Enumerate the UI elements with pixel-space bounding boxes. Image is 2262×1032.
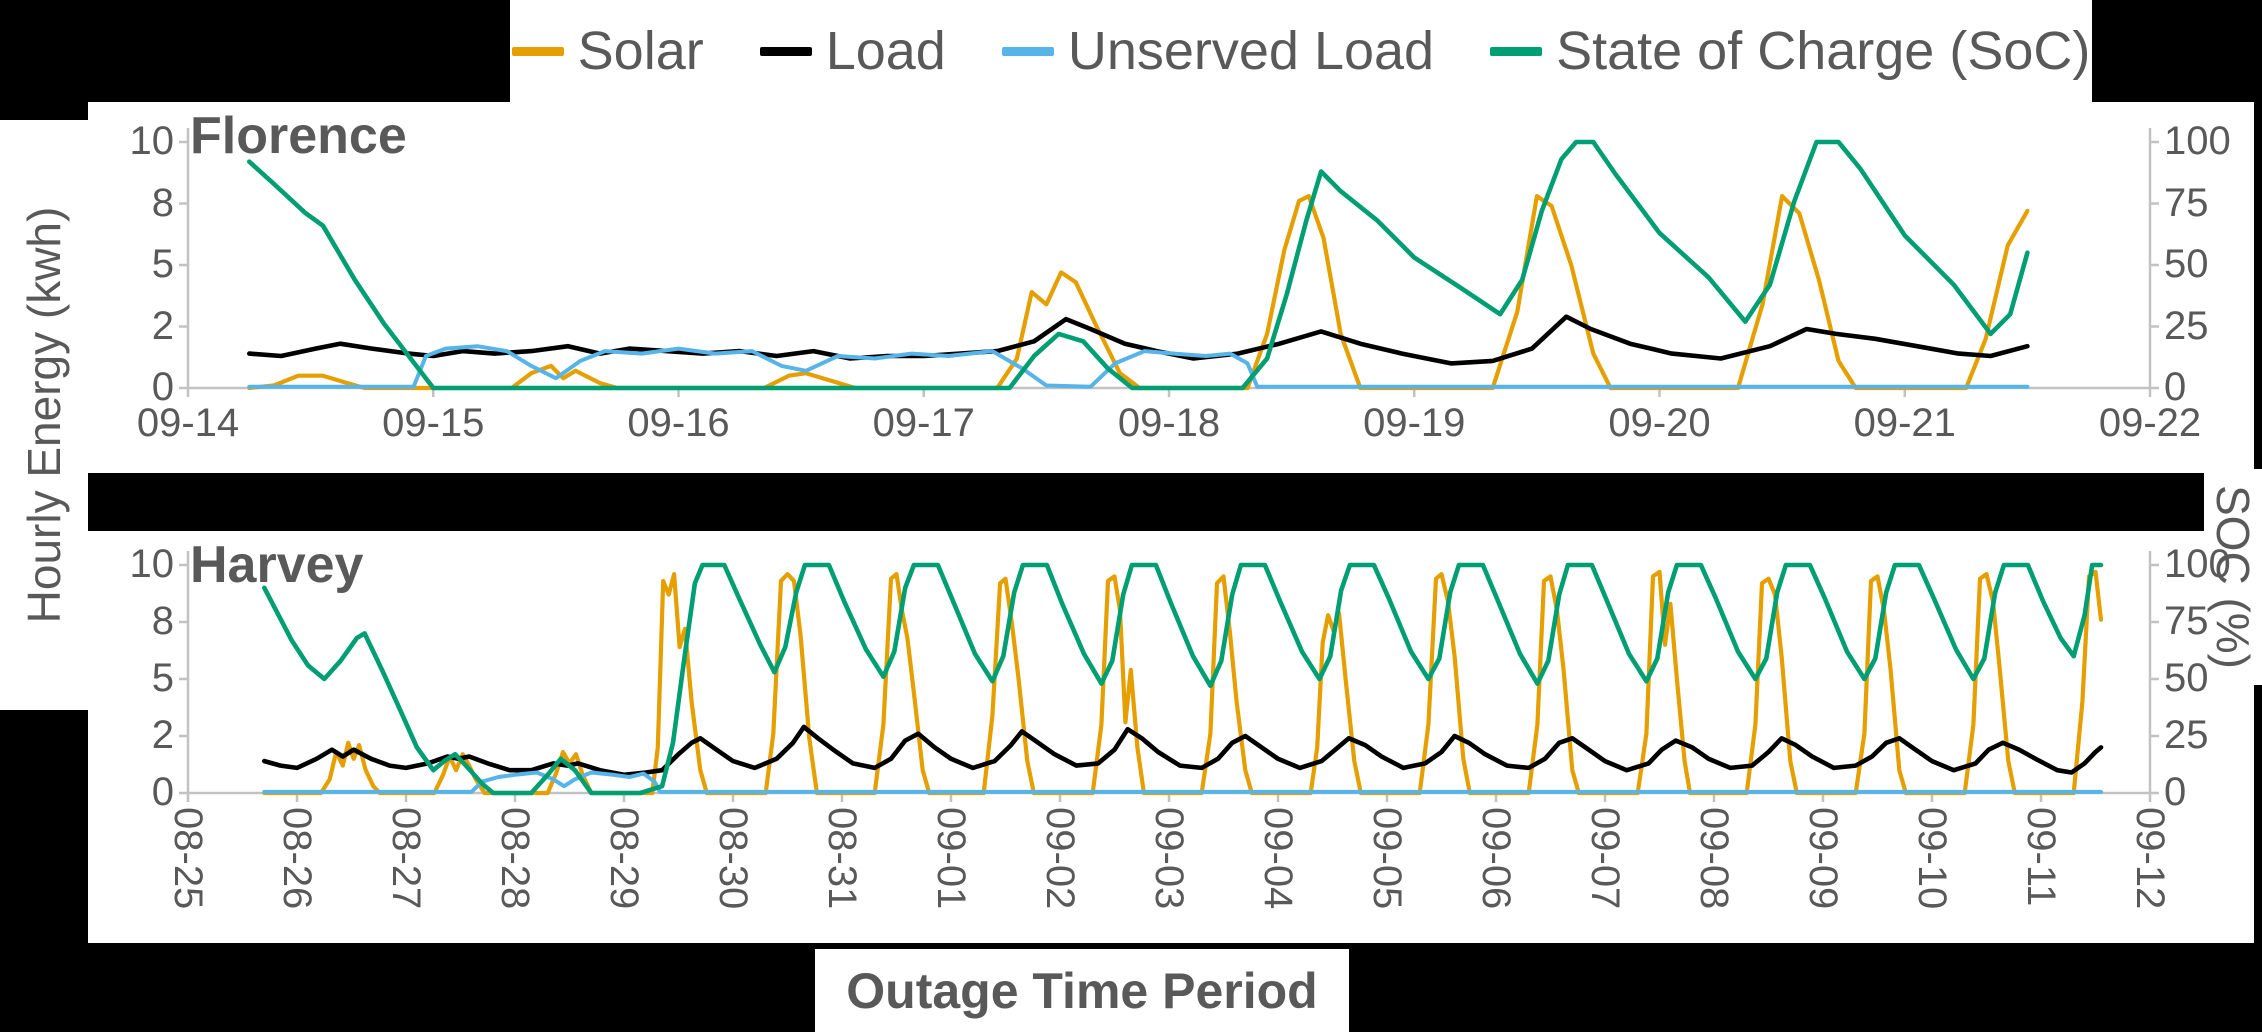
florence-x-tick-label: 09-22 <box>2098 401 2202 445</box>
right-axis-label-strip: SOC (%) <box>2204 469 2262 685</box>
florence-right-tick-label: 50 <box>2164 242 2209 286</box>
florence-x-tick-label: 09-19 <box>1363 401 1466 445</box>
florence-right-tick-label: 75 <box>2164 180 2209 225</box>
florence-series-load <box>247 314 2030 366</box>
florence-x-tick-label: 09-14 <box>136 401 240 445</box>
harvey-series-unserved <box>262 770 2103 794</box>
florence-series-solar <box>247 193 2030 391</box>
solar-line-swatch-icon <box>511 46 564 56</box>
harvey-x-tick-label: 08-30 <box>711 807 755 910</box>
legend: Solar Load Unserved Load State of Charge… <box>510 0 2092 102</box>
legend-label-solar: Solar <box>577 21 704 81</box>
load-line-swatch-icon <box>759 46 812 56</box>
harvey-x-tick-label: 08-26 <box>275 807 319 910</box>
harvey-right-tick-label: 0 <box>2164 770 2187 814</box>
florence-series-unserved <box>247 344 2030 389</box>
harvey-x-tick-label: 09-02 <box>1038 807 1082 910</box>
harvey-plot <box>179 551 2159 802</box>
harvey-x-tick-label: 09-05 <box>1365 807 1409 910</box>
harvey-left-tick-label: 0 <box>151 770 174 814</box>
florence-left-tick-label: 8 <box>151 180 174 225</box>
harvey-left-tick-label: 8 <box>151 599 174 643</box>
harvey-x-tick-label: 09-12 <box>2128 807 2172 910</box>
harvey-right-tick-label: 100 <box>2164 542 2231 586</box>
legend-label-load: Load <box>825 21 946 81</box>
harvey-right-tick-label: 25 <box>2164 713 2209 757</box>
harvey-right-tick-label: 75 <box>2164 599 2209 643</box>
florence-series-soc <box>247 139 2030 391</box>
left-axis-label-strip: Hourly Energy (kwh) <box>0 120 88 710</box>
florence-left-tick-label: 2 <box>151 303 174 348</box>
legend-item-soc: State of Charge (SoC) <box>1490 20 2090 82</box>
harvey-x-tick-label: 09-04 <box>1256 807 1300 910</box>
legend-item-load: Load <box>759 20 946 82</box>
florence-left-tick-label: 0 <box>151 365 174 409</box>
harvey-x-tick-label: 09-08 <box>1692 807 1736 910</box>
harvey-x-tick-label: 08-31 <box>820 807 864 910</box>
florence-left-tick-label: 10 <box>129 119 175 163</box>
florence-panel-title: Florence <box>190 107 407 165</box>
legend-label-unserved-load: Unserved Load <box>1067 21 1435 81</box>
legend-label-soc: State of Charge (SoC) <box>1556 21 2091 81</box>
harvey-left-tick-label: 2 <box>151 713 174 757</box>
harvey-right-tick-label: 50 <box>2164 656 2209 700</box>
harvey-x-tick-label: 08-29 <box>602 807 646 910</box>
legend-item-solar: Solar <box>511 20 704 82</box>
florence-x-tick-label: 09-17 <box>872 401 975 445</box>
harvey-x-tick-label: 09-06 <box>1474 807 1518 910</box>
harvey-series-soc <box>262 562 2104 796</box>
florence-panel: Florence 10 8 5 2 0 100 75 50 25 0 09-14 09-15 09-16… <box>88 102 2254 473</box>
florence-right-tick-label: 0 <box>2164 365 2187 409</box>
soc-line-swatch-icon <box>1490 46 1543 56</box>
harvey-panel: Harvey 10 8 5 2 0 100 75 50 25 0 08-25 08-26 08-27 08… <box>88 531 2254 943</box>
unserved-load-line-swatch-icon <box>1001 46 1054 56</box>
florence-x-tick-label: 09-16 <box>627 401 730 445</box>
harvey-x-tick-label: 09-07 <box>1583 807 1627 910</box>
harvey-x-tick-label: 08-27 <box>384 807 428 910</box>
florence-x-tick-label: 09-15 <box>382 401 485 445</box>
harvey-x-tick-label: 09-03 <box>1147 807 1191 910</box>
florence-x-tick-label: 09-21 <box>1853 401 1956 445</box>
x-axis-label-outage-time-period: Outage Time Period <box>846 962 1318 1019</box>
florence-x-tick-label: 09-18 <box>1117 401 1221 445</box>
florence-plot <box>179 128 2159 397</box>
florence-right-tick-label: 25 <box>2164 303 2209 348</box>
florence-left-tick-label: 5 <box>151 242 174 286</box>
harvey-x-tick-label: 09-09 <box>1801 807 1845 910</box>
florence-right-tick-label: 100 <box>2164 119 2231 163</box>
x-axis-label-strip: Outage Time Period <box>815 949 1349 1032</box>
harvey-left-tick-label: 5 <box>151 656 174 700</box>
harvey-x-tick-label: 09-01 <box>929 807 973 910</box>
harvey-x-tick-label: 09-10 <box>1910 807 1954 910</box>
harvey-x-tick-label: 09-11 <box>2019 807 2063 907</box>
florence-x-tick-label: 09-20 <box>1608 401 1711 445</box>
legend-item-unserved-load: Unserved Load <box>1001 20 1435 82</box>
harvey-x-tick-label: 08-25 <box>166 807 210 910</box>
harvey-left-tick-label: 10 <box>129 542 175 586</box>
harvey-panel-title: Harvey <box>190 536 364 594</box>
harvey-x-tick-label: 08-28 <box>493 807 537 910</box>
harvey-series-load <box>262 724 2104 778</box>
